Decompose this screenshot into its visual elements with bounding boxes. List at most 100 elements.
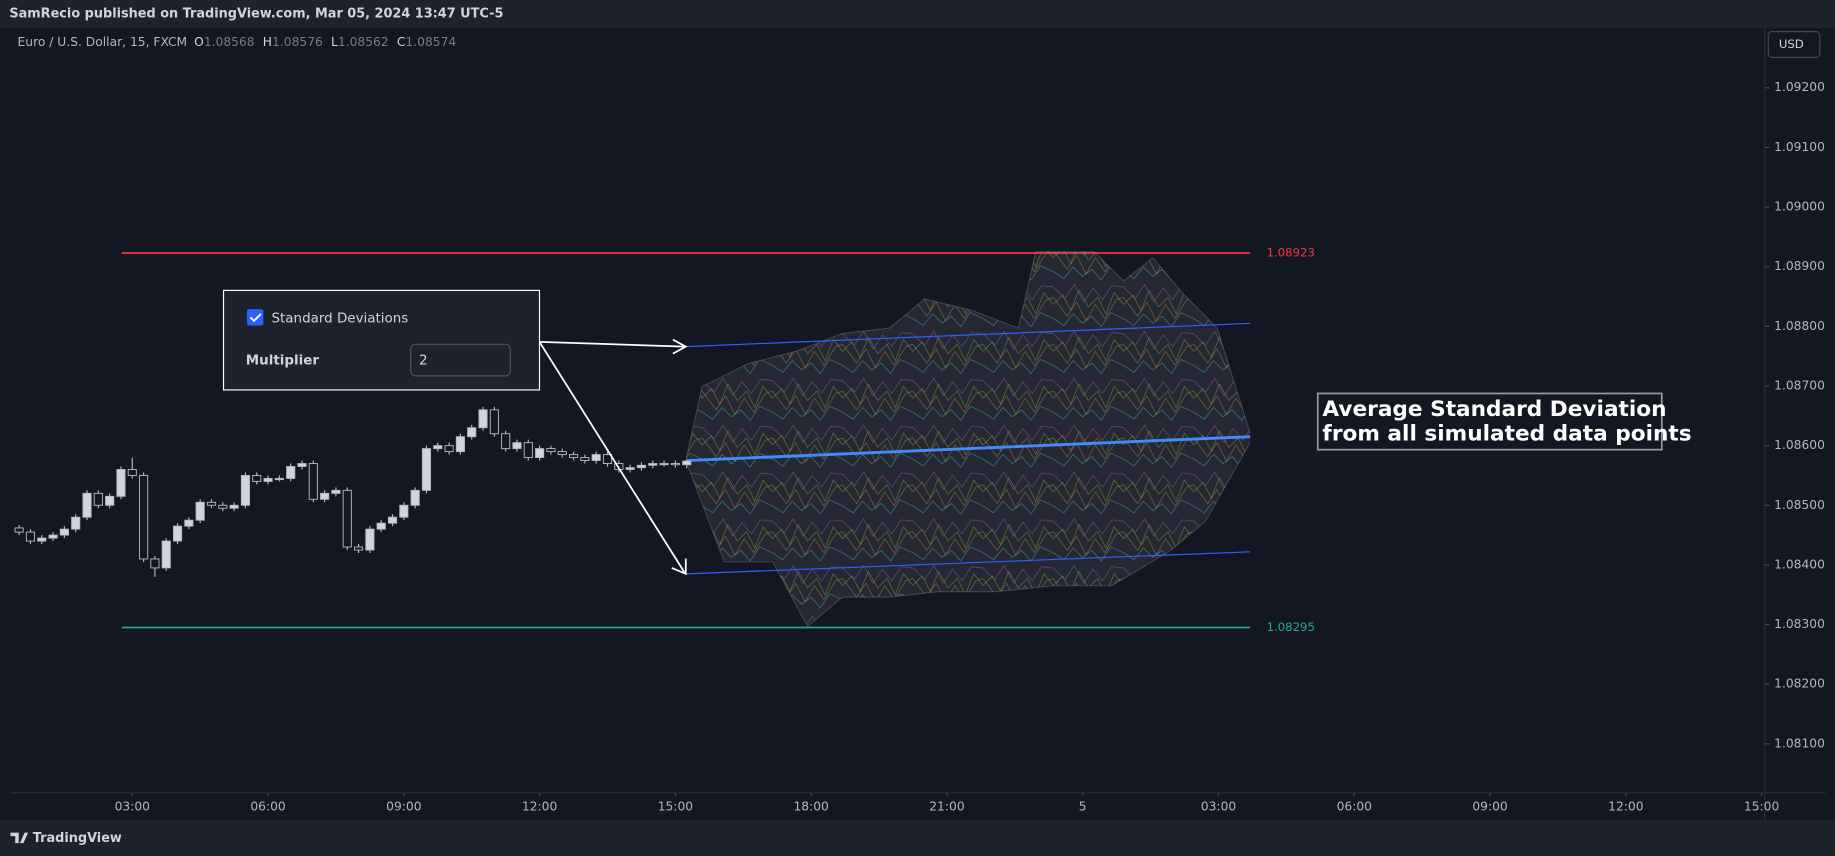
candle-body — [535, 448, 545, 459]
candle-body — [523, 442, 533, 459]
candle-body — [127, 469, 137, 476]
symbol: Euro / U.S. Dollar, 15, FXCM — [18, 35, 188, 49]
candle-body — [308, 463, 318, 500]
candle-body — [648, 463, 658, 466]
y-tick-label: 1.09200 — [1774, 80, 1825, 94]
candle-body — [320, 492, 330, 500]
candle-body — [184, 519, 194, 527]
ohlc-key: L — [331, 35, 338, 49]
candle-body — [263, 477, 273, 482]
x-tick-label: 12:00 — [522, 799, 557, 813]
y-tick-label: 1.08400 — [1774, 557, 1825, 571]
arrow — [539, 341, 685, 348]
ohlc-value: 1.08568 — [204, 35, 255, 49]
brand: TradingView — [33, 831, 122, 846]
x-tick-label: 15:00 — [658, 799, 693, 813]
ohlc-key: H — [263, 35, 272, 49]
annotation-line: Average Standard Deviation — [1322, 397, 1666, 422]
ohlc-key: C — [397, 35, 406, 49]
legend: Euro / U.S. Dollar, 15, FXCM O1.08568 H1.0… — [18, 35, 457, 49]
currency-button[interactable] — [1767, 31, 1821, 58]
candle-body — [150, 558, 160, 569]
x-tick-label: 09:00 — [386, 799, 421, 813]
input-value[interactable]: 2 — [419, 354, 428, 369]
candle-body — [682, 460, 692, 466]
x-tick-label: 06:00 — [1337, 799, 1372, 813]
x-tick-label: 03:00 — [115, 799, 150, 813]
x-tick-label: 06:00 — [250, 799, 285, 813]
x-tick-label: 03:00 — [1201, 799, 1236, 813]
ohlc-value: 1.08576 — [272, 35, 323, 49]
ohlc-key: O — [194, 35, 204, 49]
x-tick-label: 12:00 — [1608, 799, 1643, 813]
y-tick-label: 1.08100 — [1774, 736, 1825, 750]
candle-body — [93, 492, 103, 506]
simulation-edge — [685, 442, 1251, 628]
level-label: 1.08295 — [1267, 620, 1315, 634]
ohlc-value: 1.08562 — [338, 35, 389, 49]
candle-body — [399, 504, 409, 518]
candle-body — [421, 448, 432, 491]
annotation-line: from all simulated data points — [1322, 421, 1691, 446]
annotation-box — [1316, 392, 1663, 451]
candle-body — [501, 433, 511, 450]
checkmark — [249, 313, 262, 323]
candle-body — [602, 454, 613, 464]
candle-body — [625, 467, 635, 470]
x-tick-label: 18:00 — [793, 799, 828, 813]
candle-body — [252, 474, 262, 482]
candle-body — [557, 451, 567, 456]
ohlc-value: 1.08574 — [405, 35, 456, 49]
y-tick-label: 1.08600 — [1774, 438, 1825, 452]
candle-body — [161, 540, 171, 569]
candle-body — [478, 409, 488, 429]
y-tick-label: 1.09000 — [1774, 200, 1825, 214]
candle-body — [455, 436, 465, 453]
arrow-head — [672, 338, 688, 355]
candle-body — [331, 489, 341, 494]
y-tick-label: 1.08500 — [1774, 498, 1825, 512]
y-tick-label: 1.08800 — [1774, 319, 1825, 333]
series-layer: Euro / U.S. Dollar, 15, FXCM O1.08568 H1.0… — [14, 35, 1825, 813]
candle-body — [116, 469, 126, 497]
candle-body — [139, 474, 149, 560]
candle-body — [580, 457, 590, 462]
candle-body — [25, 531, 36, 542]
y-tick-label: 1.08700 — [1774, 378, 1825, 392]
candle-body — [512, 442, 522, 450]
checkbox-label[interactable]: Standard Deviations — [272, 312, 409, 327]
publisher: SamRecio published on TradingView.com, M… — [9, 7, 503, 22]
candle-body — [467, 427, 477, 438]
input-box[interactable] — [410, 343, 511, 377]
top-bar — [0, 0, 1835, 29]
candle-body — [240, 474, 250, 506]
candle-body — [444, 445, 454, 453]
candle-body — [568, 454, 579, 459]
candle-body — [342, 489, 352, 548]
candle-body — [229, 504, 239, 509]
candle-body — [659, 463, 669, 466]
candle-body — [376, 522, 386, 530]
field-label: Multiplier — [246, 354, 320, 369]
candle-body — [48, 534, 58, 539]
simulation-paths — [685, 251, 1251, 627]
y-tick-label: 1.09100 — [1774, 140, 1825, 154]
level-label: 1.08923 — [1267, 245, 1315, 259]
candle-body — [489, 409, 499, 435]
candle-body — [105, 495, 115, 506]
simulation-edge — [685, 251, 1251, 461]
footer — [0, 819, 1835, 856]
candle-body — [172, 525, 183, 542]
candle-body — [195, 501, 205, 521]
candle-body — [297, 463, 307, 467]
checkbox[interactable] — [246, 309, 264, 326]
candle-body — [636, 464, 647, 469]
brand-logo — [10, 832, 29, 844]
candle-body — [546, 448, 556, 453]
candle-body — [410, 489, 420, 506]
currency[interactable]: USD — [1779, 37, 1804, 51]
sd-line — [686, 435, 1251, 463]
x-tick-label: 09:00 — [1472, 799, 1507, 813]
